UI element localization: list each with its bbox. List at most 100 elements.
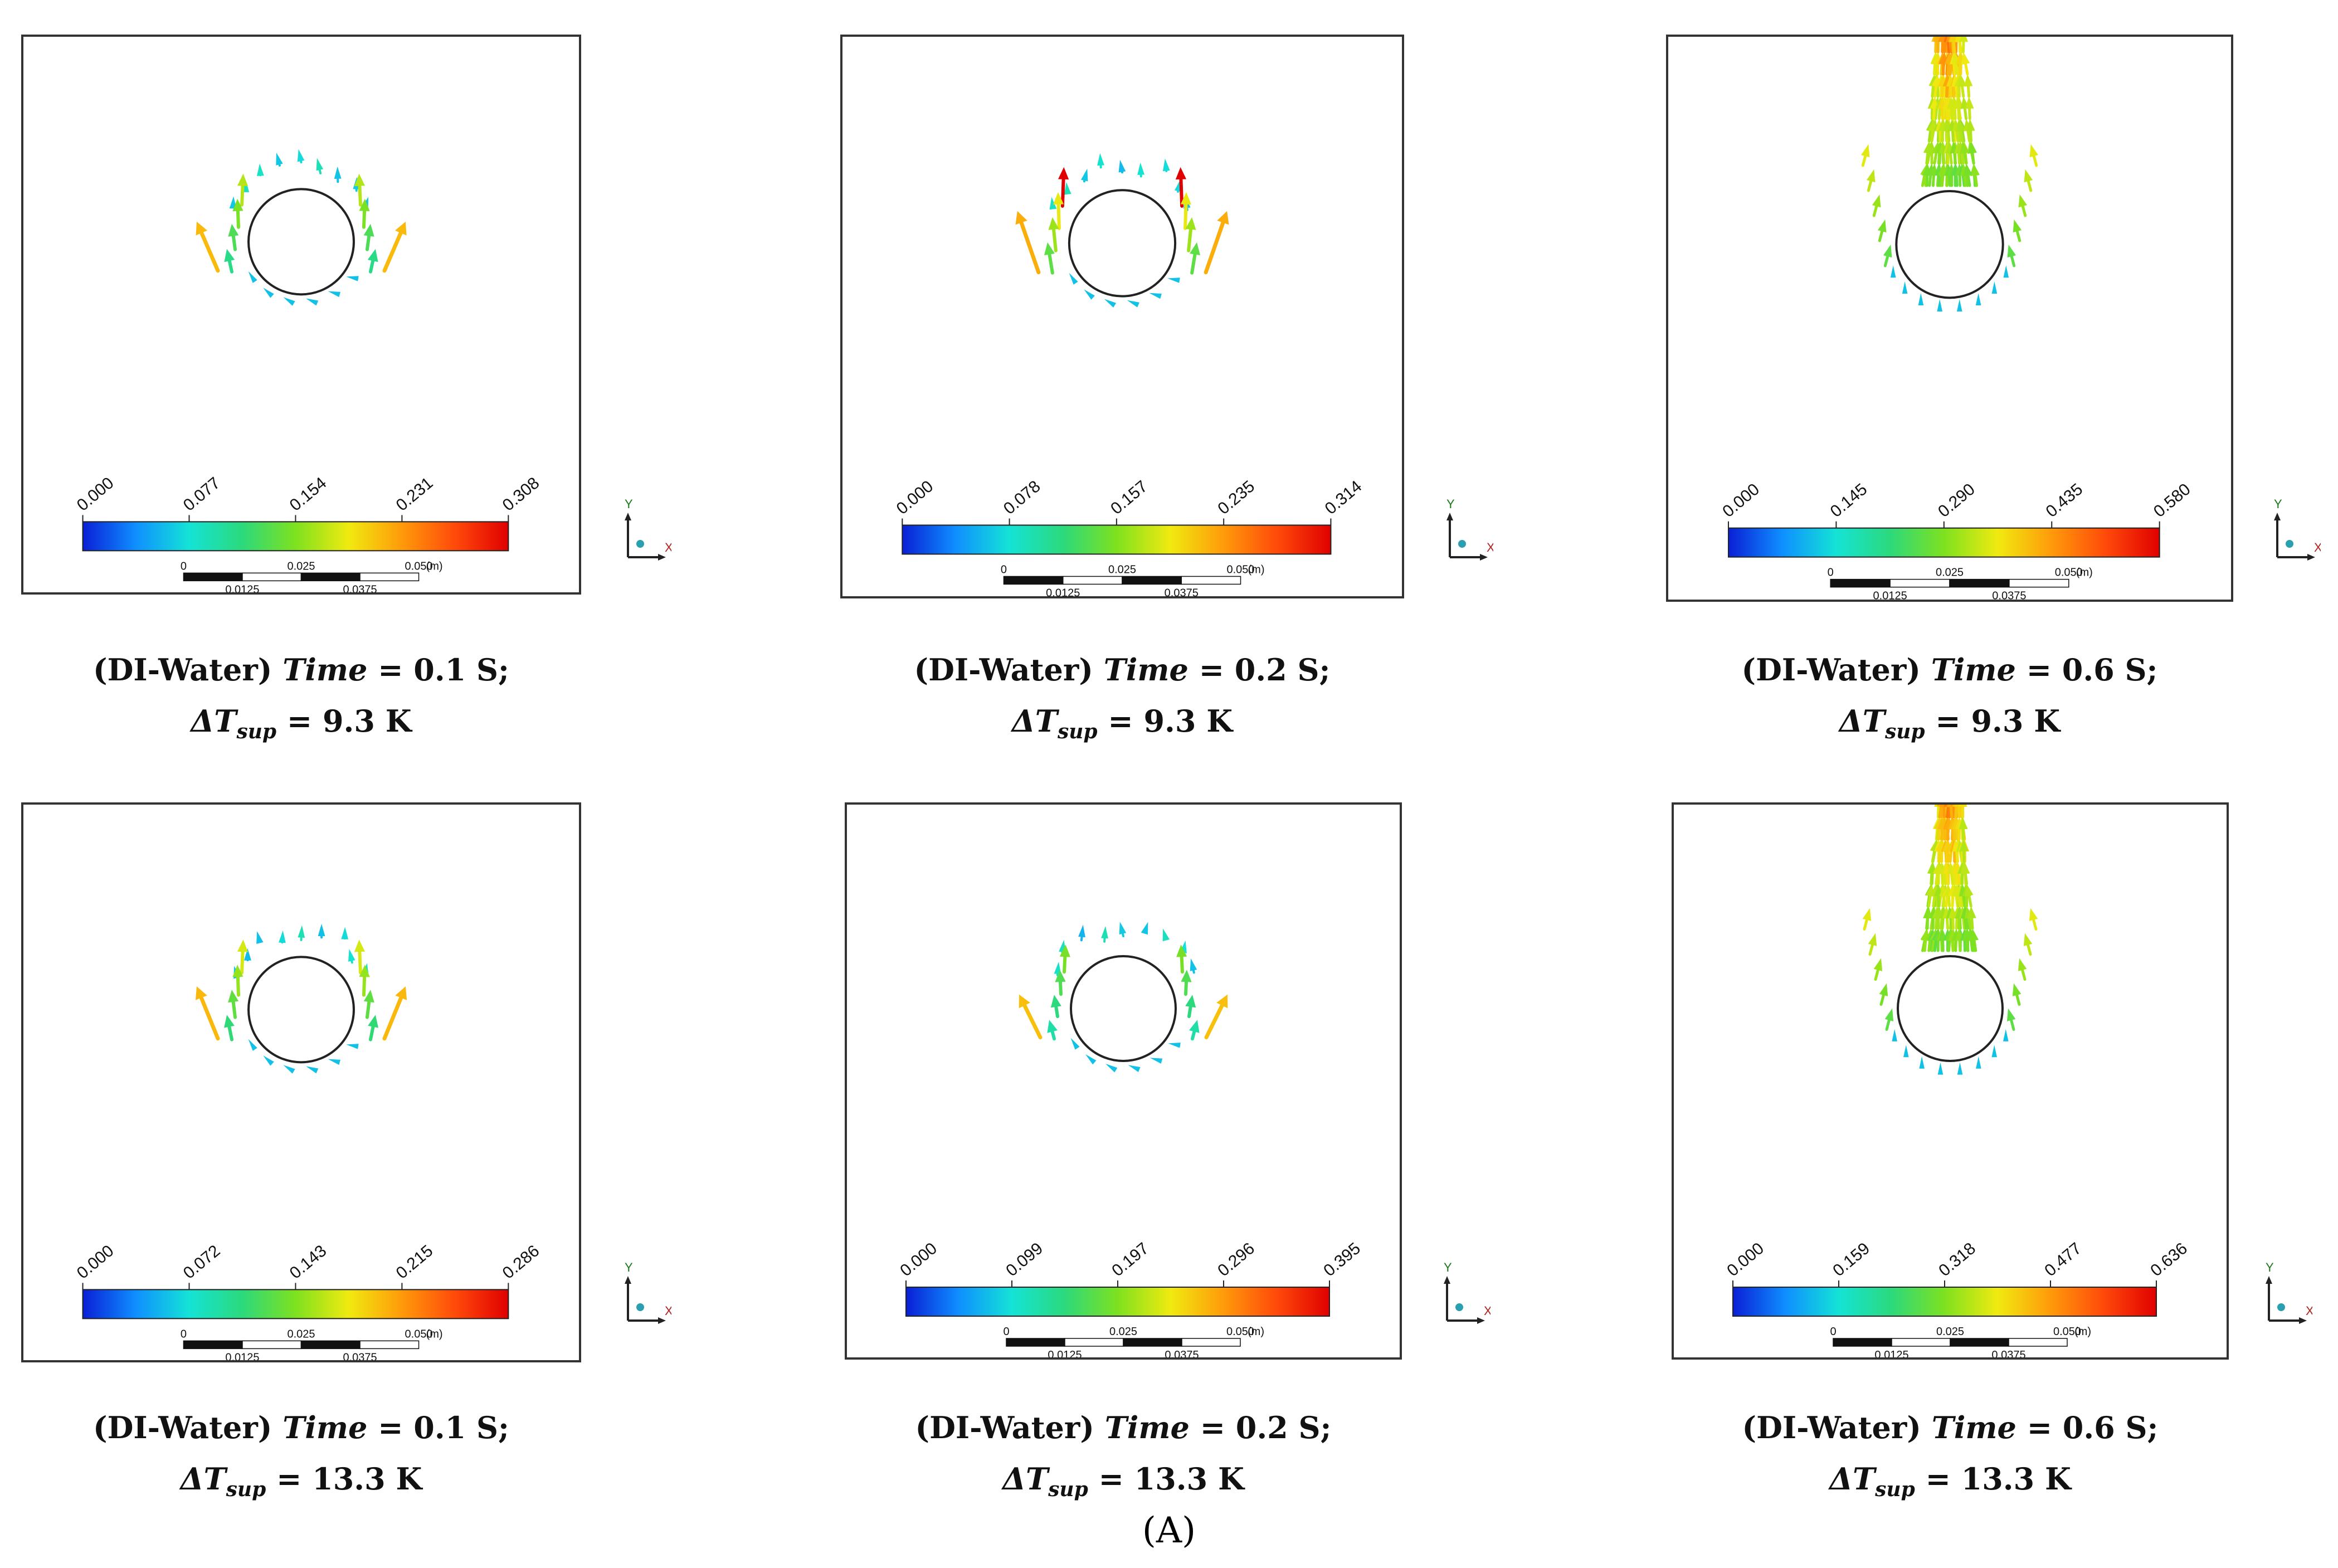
vector-field: 0.000 0.077 0.154 0.231 0.308 0 0.025 0.050(m) 0… — [74, 149, 543, 592]
cylinder-heater — [1068, 189, 1177, 298]
scale-bar-label: 0.050 — [405, 1328, 433, 1340]
scale-bar-label: 0.0125 — [1046, 587, 1080, 598]
scale-bar-segment — [1062, 576, 1123, 585]
velocity-arrowhead — [354, 939, 366, 952]
colorbar-tick-label: 0.308 — [499, 474, 543, 515]
velocity-arrowhead — [1084, 289, 1095, 300]
velocity-arrowhead — [1966, 118, 1975, 132]
velocity-arrowhead — [1055, 970, 1066, 982]
time-value: 0.2 S; — [1234, 652, 1331, 688]
velocity-arrowhead — [363, 223, 374, 237]
velocity-panel: 0.000 0.145 0.290 0.435 0.580 0 0.025 0.050 (m) 0… — [1666, 35, 2233, 602]
velocity-vectors — [1015, 153, 1229, 308]
velocity-arrowhead — [1961, 861, 1970, 874]
velocity-arrowhead — [1967, 906, 1976, 919]
velocity-arrowhead — [1903, 1045, 1909, 1058]
velocity-arrowhead — [1937, 299, 1943, 311]
scale-bar-label: 0.050 — [2055, 567, 2083, 579]
scale-bar-label: 0.0125 — [1873, 590, 1907, 602]
velocity-arrowhead — [359, 965, 370, 977]
scale-bar-label: 0.025 — [287, 560, 315, 572]
colorbar — [1732, 1287, 2157, 1317]
fluid-label: (DI-Water) — [915, 1410, 1094, 1445]
time-eq: = — [1200, 1410, 1225, 1445]
velocity-arrowhead — [341, 927, 349, 939]
velocity-arrowhead — [1862, 908, 1872, 921]
velocity-arrowhead — [195, 986, 207, 1000]
velocity-arrowhead — [1877, 219, 1887, 233]
axis-triad: YX — [1446, 497, 1493, 561]
velocity-arrowhead — [1127, 300, 1139, 308]
velocity-arrowhead — [363, 990, 374, 1003]
velocity-arrowhead — [1959, 817, 1968, 830]
velocity-arrowhead — [1957, 1062, 1963, 1075]
delta-t-subscript: sup — [226, 1477, 266, 1501]
velocity-arrow — [382, 225, 406, 273]
velocity-arrowhead — [2023, 933, 2033, 946]
scale-bar-segment — [183, 572, 243, 582]
superheat-value: 9.3 K — [1143, 703, 1233, 739]
panel-caption-time: (DI-Water) Time = 0.1 S; — [0, 652, 636, 688]
time-word: Time — [282, 652, 368, 688]
velocity-arrowhead — [1961, 51, 1970, 65]
colorbar-tick-label: 0.215 — [393, 1241, 437, 1283]
scale-bar-segment — [359, 572, 420, 582]
fluid-label: (DI-Water) — [93, 652, 272, 688]
colorbar-tick-label: 0.077 — [180, 474, 224, 515]
velocity-arrowhead — [1105, 1063, 1118, 1073]
velocity-arrowhead — [1860, 144, 1870, 158]
velocity-arrowhead — [1104, 299, 1117, 308]
scale-bar-label: (m) — [426, 1328, 443, 1340]
velocity-arrowhead — [1902, 281, 1908, 294]
scale-bar-segment — [300, 1340, 361, 1350]
temp-eq: = — [1925, 1461, 1951, 1497]
velocity-arrowhead — [1097, 153, 1104, 166]
velocity-arrowhead — [1866, 169, 1876, 183]
scale-bar-segment — [242, 572, 302, 582]
scale-bar-label: 0.0375 — [1992, 590, 2026, 602]
cylinder-heater — [1895, 189, 2004, 299]
velocity-arrowhead — [1884, 1008, 1894, 1021]
vector-field: 0.000 0.078 0.157 0.235 0.314 0 0.025 0.050(m) 0… — [893, 153, 1365, 598]
delta-t-symbol: ΔT — [1011, 703, 1058, 739]
time-value: 0.1 S; — [413, 1410, 509, 1445]
fluid-label: (DI-Water) — [1741, 652, 1921, 688]
panel-caption-time: (DI-Water) Time = 0.2 S; — [789, 1410, 1458, 1445]
colorbar — [902, 524, 1332, 555]
velocity-arrowhead — [1078, 924, 1085, 938]
velocity-arrowhead — [2029, 908, 2038, 921]
colorbar-tick-label: 0.143 — [286, 1241, 330, 1283]
colorbar-tick-label: 0.235 — [1214, 477, 1258, 518]
time-eq: = — [1199, 652, 1224, 688]
velocity-arrow — [1204, 214, 1228, 275]
velocity-arrowhead — [328, 1059, 340, 1065]
velocity-arrowhead — [394, 221, 407, 236]
velocity-arrowhead — [2013, 219, 2022, 233]
fluid-label: (DI-Water) — [1742, 1410, 1921, 1445]
colorbar — [82, 521, 509, 552]
velocity-arrowhead — [1960, 140, 1969, 154]
axis-triad: YX — [2266, 1260, 2312, 1324]
panel-caption-superheat: ΔTsup = 9.3 K — [0, 703, 636, 743]
velocity-arrowhead — [248, 1039, 257, 1051]
scale-bar-segment — [2008, 1338, 2068, 1347]
velocity-arrowhead — [334, 166, 342, 179]
velocity-vectors — [1019, 922, 1228, 1073]
velocity-arrowhead — [1991, 281, 1998, 294]
delta-t-symbol: ΔT — [1829, 1461, 1876, 1497]
scale-bar-label: 0.0375 — [1165, 1349, 1199, 1360]
velocity-arrow — [1946, 805, 1950, 819]
velocity-arrow — [1949, 805, 1954, 819]
velocity-arrow — [1204, 997, 1228, 1040]
velocity-arrowhead — [237, 173, 249, 187]
velocity-arrowhead — [1085, 1054, 1097, 1065]
velocity-arrowhead — [1965, 96, 1974, 109]
axis-y-label: Y — [2274, 497, 2282, 511]
colorbar-tick-label: 0.157 — [1107, 477, 1151, 518]
velocity-arrowhead — [367, 249, 378, 262]
velocity-arrowhead — [1216, 994, 1228, 1009]
velocity-arrowhead — [1934, 861, 1944, 874]
velocity-arrowhead — [1175, 167, 1187, 180]
velocity-arrowhead — [1047, 1020, 1058, 1033]
velocity-arrowhead — [228, 223, 239, 237]
